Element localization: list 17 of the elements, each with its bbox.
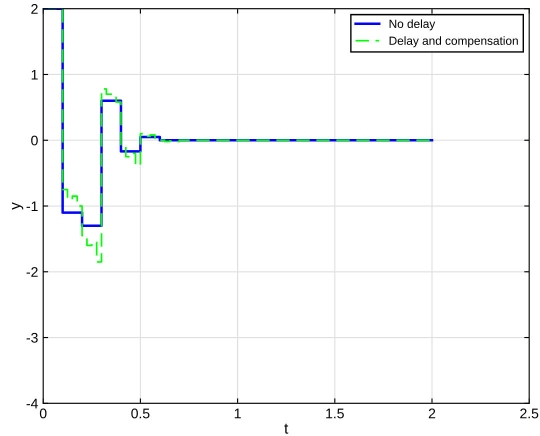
x-tick-label: 0.5 [131,408,150,418]
legend-label: Delay and compensation [390,36,518,48]
y-tick-label: -3 [26,332,38,343]
y-tick-label: -2 [26,267,38,277]
y-axis-title: y [12,202,24,210]
y-tick-label: -4 [26,398,38,408]
y-tick-label: 2 [31,4,38,14]
y-tick-label: 0 [31,136,38,146]
y-tick-label: -1 [26,201,38,212]
x-tick-label: 2.5 [520,408,538,418]
x-tick-label: 0 [40,408,47,418]
y-tick-label: 1 [32,70,38,80]
x-tick-label: 2 [428,408,436,418]
x-tick-label: 1.5 [326,408,344,418]
x-tick-label: 1 [234,408,241,418]
x-axis-title: t [284,424,288,434]
legend-label: No delay [390,19,436,30]
